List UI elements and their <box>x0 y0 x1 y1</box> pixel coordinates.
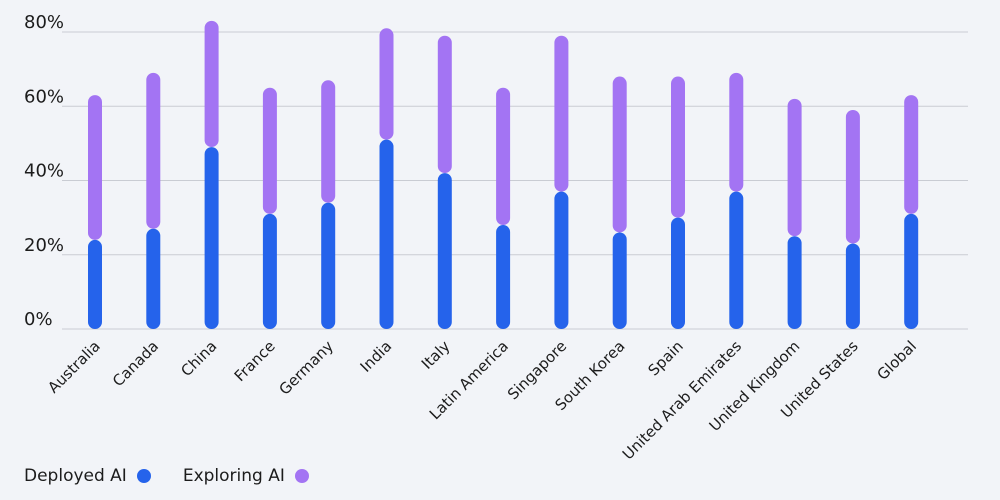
bar-deployed <box>379 139 394 329</box>
bar-deployed <box>204 147 219 329</box>
legend-label-exploring: Exploring AI <box>182 466 285 486</box>
bar-exploring <box>204 20 219 148</box>
bar-deployed <box>845 243 860 329</box>
x-tick-label: Germany <box>276 337 338 399</box>
legend-dot-exploring <box>294 469 309 483</box>
x-tick-label: Global <box>873 337 920 384</box>
legend: Deployed AI Exploring AI <box>24 466 331 486</box>
bar-deployed <box>88 239 102 329</box>
bar-exploring <box>845 109 860 244</box>
x-tick-label: France <box>231 337 279 385</box>
bar-deployed <box>146 228 161 329</box>
bar-exploring <box>262 87 277 214</box>
bar-exploring <box>496 87 511 226</box>
bar-deployed <box>671 217 685 329</box>
bar-exploring <box>379 28 394 140</box>
bar-exploring <box>321 80 336 203</box>
bar-exploring <box>146 72 161 229</box>
bar-deployed <box>321 202 336 329</box>
x-tick-label: China <box>177 337 220 380</box>
bar-exploring <box>612 76 627 233</box>
bar-exploring <box>437 35 452 174</box>
legend-dot-deployed <box>136 469 151 483</box>
x-tick-label: Italy <box>418 337 454 373</box>
y-tick-label: 0% <box>24 309 53 330</box>
x-tick-label: Spain <box>644 337 686 379</box>
y-axis-labels: 0% 20% 40% 60% 80% <box>24 12 64 330</box>
bar-deployed <box>554 191 569 329</box>
y-tick-label: 20% <box>24 235 64 256</box>
bar-deployed <box>262 213 277 329</box>
y-tick-label: 60% <box>24 86 64 107</box>
grid <box>62 31 968 330</box>
bar-exploring <box>787 98 802 237</box>
bar-deployed <box>904 213 919 329</box>
legend-label-deployed: Deployed AI <box>24 466 127 486</box>
x-tick-label: Australia <box>44 337 104 397</box>
bars <box>88 20 919 329</box>
bar-deployed <box>729 191 744 329</box>
bar-exploring <box>88 95 102 240</box>
legend-item-deployed: Deployed AI <box>24 466 151 486</box>
y-tick-label: 80% <box>24 12 64 33</box>
bar-exploring <box>729 72 744 192</box>
bar-deployed <box>787 236 802 329</box>
x-tick-label: Canada <box>109 337 162 390</box>
bar-exploring <box>904 95 919 214</box>
bar-exploring <box>554 35 569 192</box>
legend-item-exploring: Exploring AI <box>183 466 309 486</box>
y-tick-label: 40% <box>24 161 64 182</box>
bar-deployed <box>496 225 511 329</box>
bar-deployed <box>437 173 452 329</box>
bar-deployed <box>612 232 627 329</box>
bar-exploring <box>671 76 685 218</box>
x-tick-label: India <box>357 337 396 376</box>
